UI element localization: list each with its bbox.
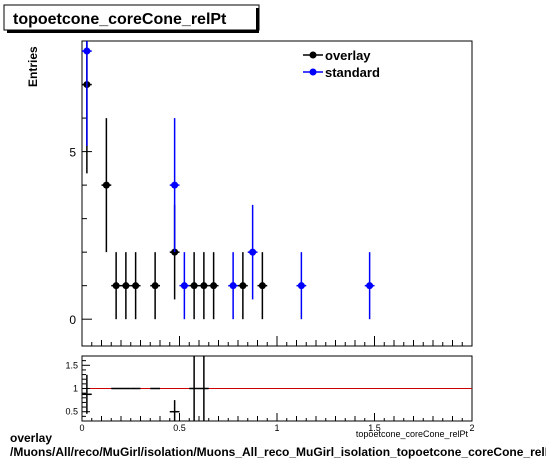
title-box-shadow-right xyxy=(256,8,259,33)
data-point-overlay xyxy=(190,282,198,290)
footer-line-1: overlay xyxy=(10,431,52,445)
series-standard xyxy=(82,41,375,320)
legend-entry-standard: standard xyxy=(303,65,380,80)
legend-overlay-label: overlay xyxy=(325,48,371,63)
ratio-series xyxy=(82,356,209,421)
ratio-x-tick-label: 0 xyxy=(79,423,84,433)
y-axis-title: Entries xyxy=(26,46,40,87)
data-point-standard xyxy=(180,282,188,290)
plot-title: topoetcone_coreCone_relPt xyxy=(13,11,227,28)
ratio-y-tick-label: 0.5 xyxy=(65,407,78,417)
main-y-ticks: 05 xyxy=(69,50,92,327)
data-point-overlay xyxy=(200,282,208,290)
ratio-y-ticks: 0.5 1 1.5 xyxy=(65,355,90,422)
data-point-overlay xyxy=(102,181,110,189)
legend-overlay-marker xyxy=(309,51,317,59)
data-point-standard xyxy=(249,248,257,256)
legend-standard-label: standard xyxy=(325,65,380,80)
data-point-standard xyxy=(229,282,237,290)
legend: overlay standard xyxy=(303,48,380,80)
data-point-overlay xyxy=(122,282,130,290)
data-point-overlay xyxy=(210,282,218,290)
legend-entry-overlay: overlay xyxy=(303,48,371,63)
title-box: topoetcone_coreCone_relPt xyxy=(3,4,260,33)
main-y-tick-label: 5 xyxy=(69,146,76,160)
data-point-standard xyxy=(366,282,374,290)
title-box-frame xyxy=(3,4,260,31)
data-point-overlay xyxy=(239,282,247,290)
data-point-overlay xyxy=(151,282,159,290)
data-point-overlay xyxy=(258,282,266,290)
main-y-tick-label: 0 xyxy=(69,313,76,327)
footer-line-2: /Muons/All/reco/MuGirl/isolation/Muons_A… xyxy=(10,445,546,459)
ratio-x-tick-label: 1.5 xyxy=(368,423,381,433)
title-box-shadow-bottom xyxy=(7,30,259,33)
ratio-x-tick-label: 2 xyxy=(469,423,474,433)
data-point-overlay xyxy=(112,282,120,290)
legend-standard-marker xyxy=(309,68,317,76)
ratio-y-tick-label: 1.5 xyxy=(65,360,78,370)
data-point-standard xyxy=(83,47,91,55)
x-axis-title: topoetcone_coreCone_relPt xyxy=(356,429,469,439)
main-panel-frame xyxy=(81,40,473,347)
main-x-ticks xyxy=(81,336,473,346)
data-point-overlay xyxy=(132,282,140,290)
ratio-y-tick-label: 1 xyxy=(73,384,78,394)
ratio-x-ticks: 0 0.5 1 1.5 2 xyxy=(79,413,475,433)
data-point-standard xyxy=(297,282,305,290)
ratio-x-tick-label: 0.5 xyxy=(173,423,186,433)
data-point-standard xyxy=(171,181,179,189)
ratio-x-tick-label: 1 xyxy=(274,423,279,433)
